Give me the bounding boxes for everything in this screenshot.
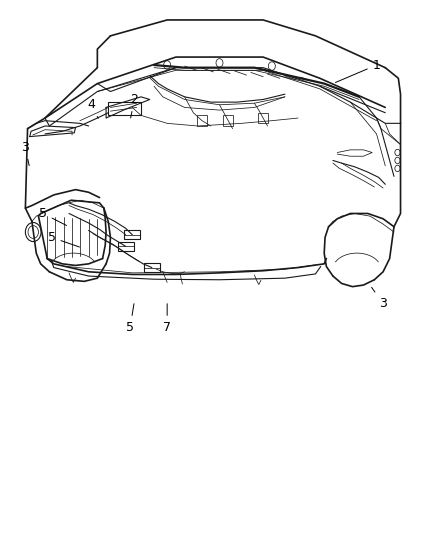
- Bar: [223, 115, 233, 126]
- Text: 4: 4: [87, 98, 98, 118]
- Bar: [196, 115, 207, 126]
- Text: 5: 5: [126, 304, 134, 334]
- Bar: [124, 230, 140, 239]
- Bar: [117, 241, 133, 251]
- Text: 3: 3: [371, 287, 386, 310]
- Bar: [144, 263, 159, 272]
- Text: 1: 1: [335, 59, 380, 83]
- Text: 7: 7: [163, 304, 171, 334]
- Text: 3: 3: [21, 141, 29, 166]
- Bar: [257, 113, 268, 123]
- Text: 5: 5: [39, 207, 67, 225]
- Text: 2: 2: [130, 93, 138, 118]
- Text: 5: 5: [47, 231, 79, 247]
